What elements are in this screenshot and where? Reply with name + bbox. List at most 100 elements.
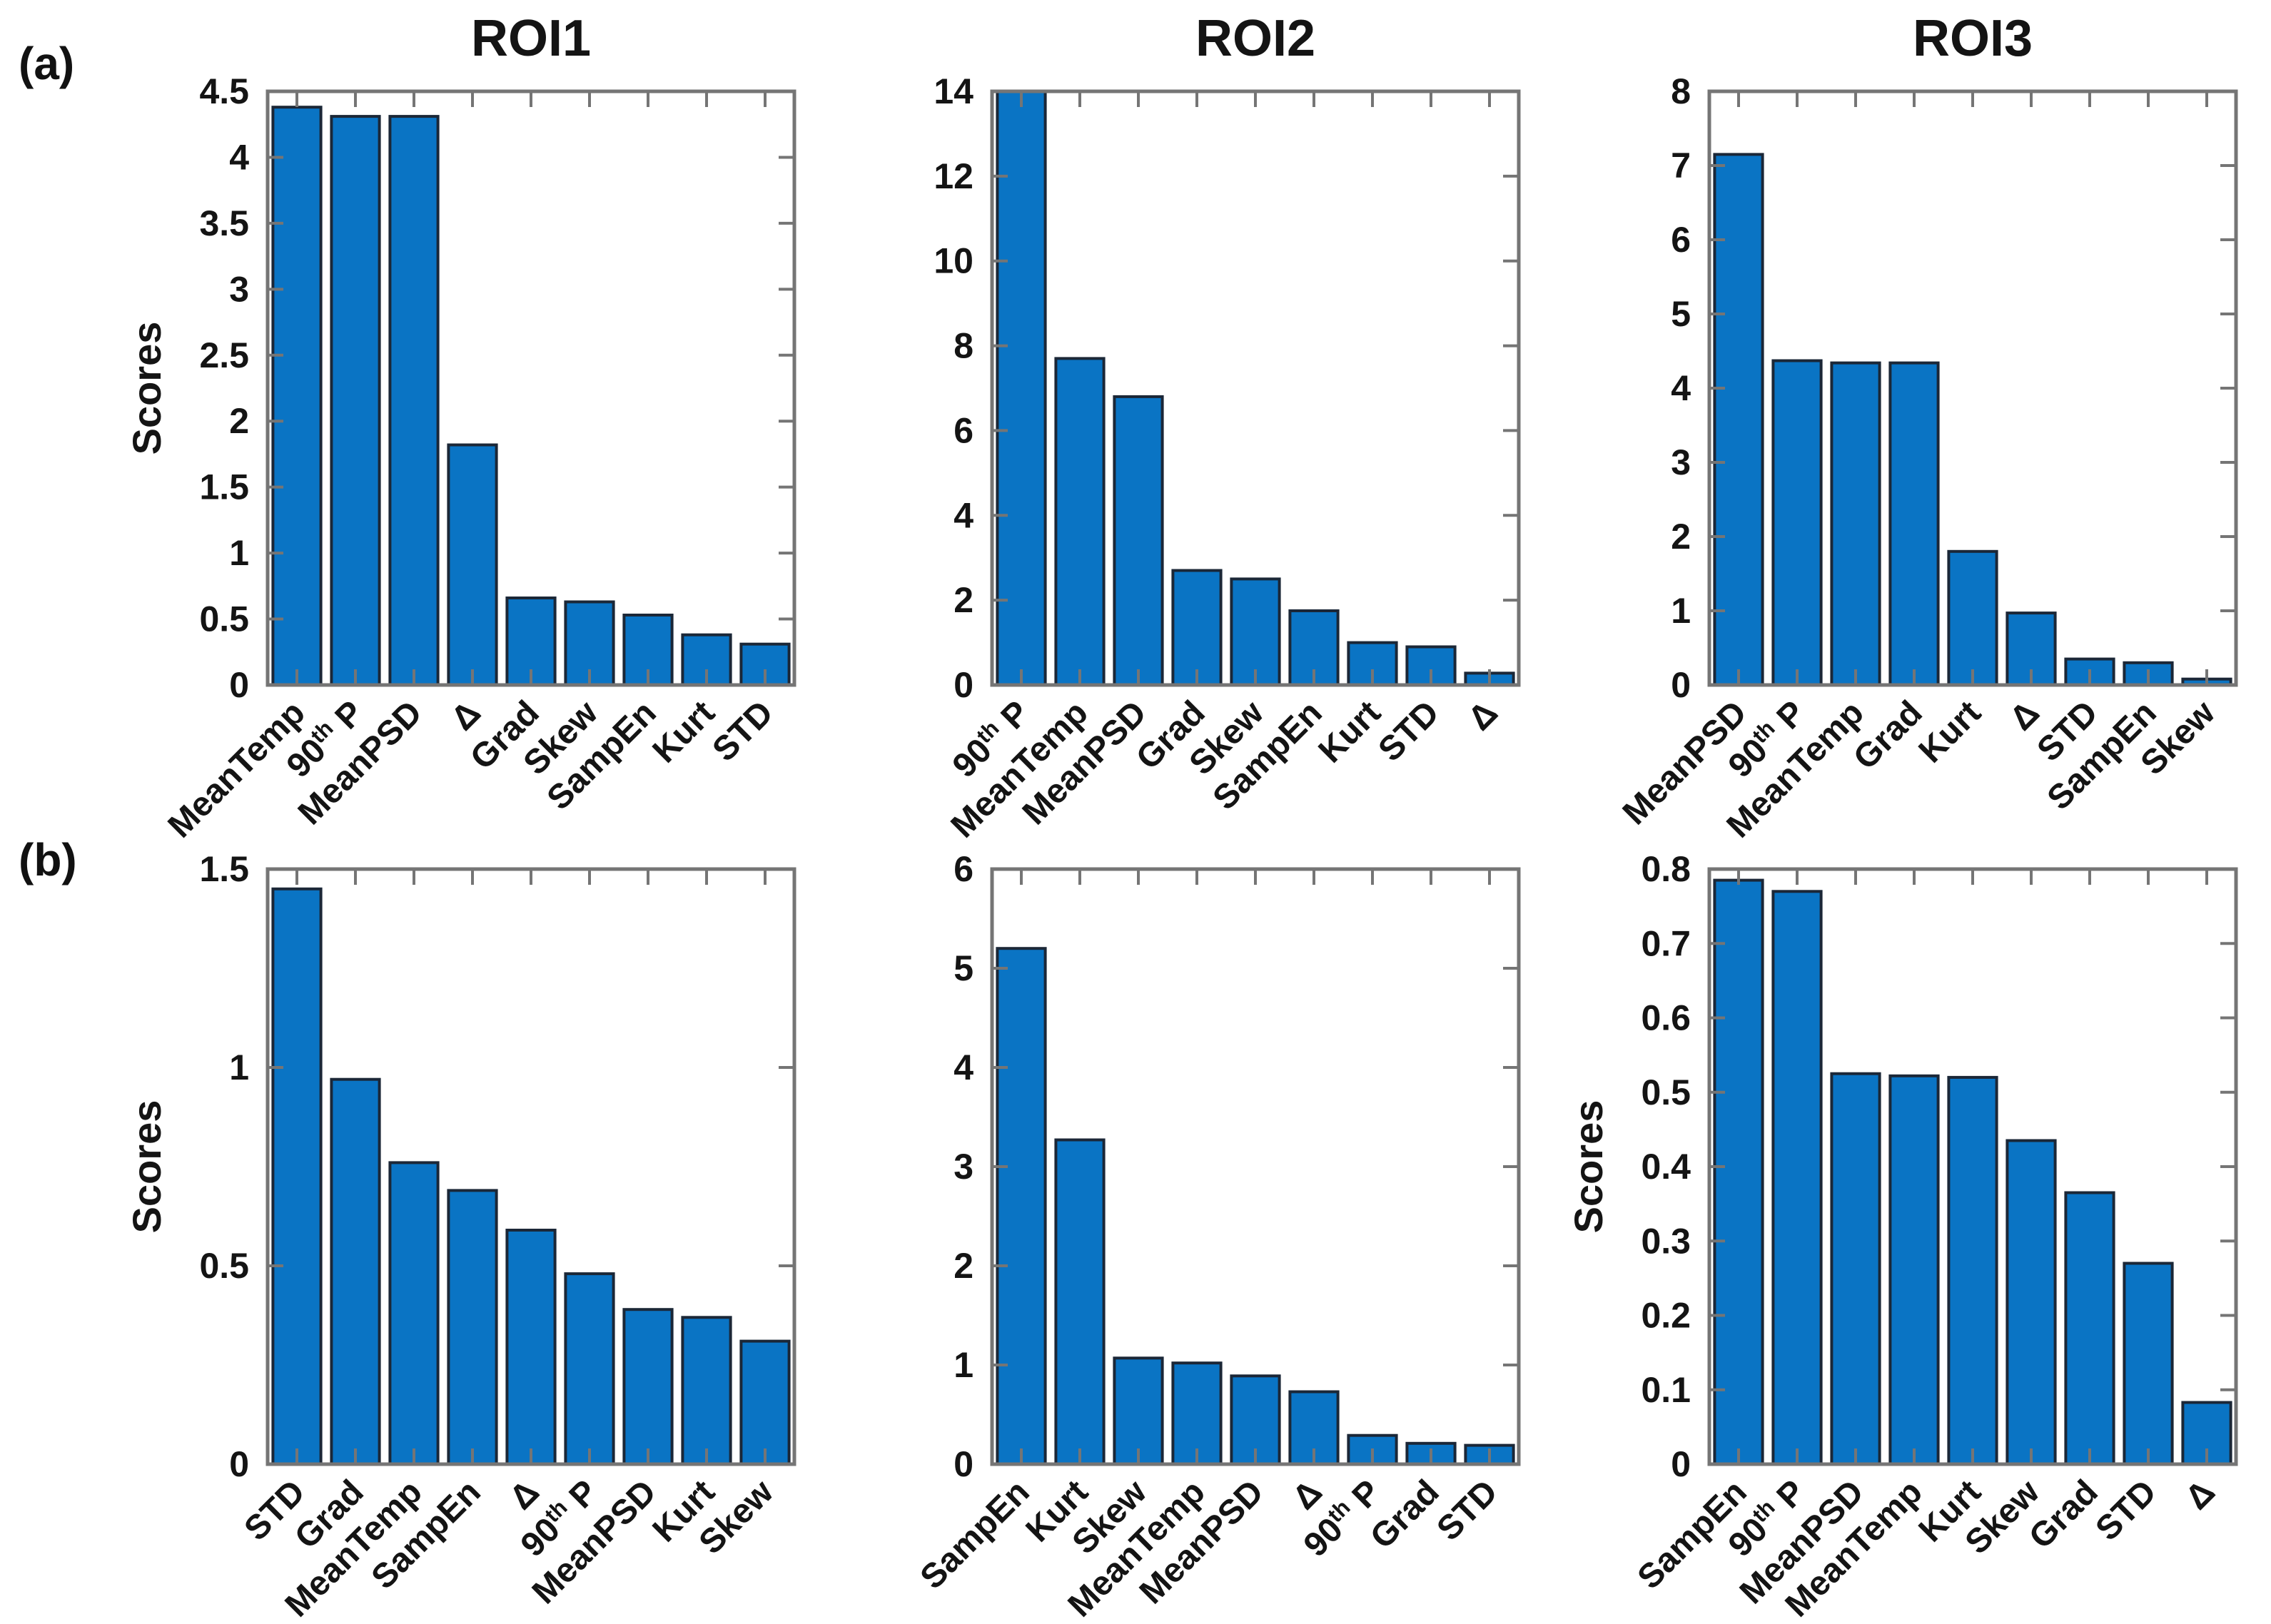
y-axis-label: Scores xyxy=(124,1100,169,1234)
bar-90th P xyxy=(996,90,1047,686)
bar-SampEn xyxy=(996,947,1047,1466)
chart-title: ROI3 xyxy=(1913,10,2033,67)
bar-90th P xyxy=(330,115,381,687)
x-category-label: SampEn xyxy=(914,1473,1037,1596)
bar-Skew xyxy=(739,1339,791,1466)
y-tick-label: 3 xyxy=(229,269,249,309)
y-tick-label: 0.2 xyxy=(1641,1296,1691,1336)
y-tick-label: 2 xyxy=(954,1246,973,1286)
bar-Grad xyxy=(1888,361,1940,686)
y-tick-label: 0.3 xyxy=(1641,1221,1691,1261)
y-tick-label: 8 xyxy=(1671,71,1691,111)
x-category-label: STD xyxy=(1371,694,1446,768)
bar-MeanPSD xyxy=(1113,395,1164,687)
y-tick-label: 0.5 xyxy=(199,599,249,639)
bar-STD xyxy=(271,887,323,1466)
bar-MeanPSD xyxy=(622,1308,674,1466)
y-tick-label: 0 xyxy=(954,665,973,705)
x-category-label: STD xyxy=(1430,1473,1504,1548)
y-tick-label: 3.5 xyxy=(199,203,249,243)
y-tick-label: 7 xyxy=(1671,146,1691,186)
y-tick-label: 0.5 xyxy=(199,1246,249,1286)
x-category-label: Grad xyxy=(1363,1473,1447,1556)
x-category-label: Kurt xyxy=(646,694,722,770)
y-tick-label: 6 xyxy=(954,849,973,889)
y-tick-label: 10 xyxy=(934,241,973,281)
axis-frame xyxy=(990,867,1521,1466)
bar-MeanPSD xyxy=(388,115,440,687)
bar-MeanPSD xyxy=(1713,153,1764,686)
bar-STD xyxy=(2123,1262,2174,1466)
bar-Grad xyxy=(2064,1191,2115,1466)
axis-frame xyxy=(1707,867,2238,1466)
y-axis-label: Scores xyxy=(1566,1100,1611,1234)
y-tick-label: 0 xyxy=(229,665,249,705)
y-tick-label: 4 xyxy=(954,1047,973,1087)
bar-Kurt xyxy=(681,1316,732,1466)
y-tick-label: 1 xyxy=(229,1047,249,1087)
axis-frame xyxy=(265,867,796,1466)
y-tick-label: 1 xyxy=(1671,591,1691,631)
bar-Skew xyxy=(1113,1356,1164,1466)
y-tick-label: 5 xyxy=(1671,294,1691,334)
bar-Δ xyxy=(447,443,498,686)
y-tick-label: 0 xyxy=(954,1444,973,1484)
bar-SampEn xyxy=(447,1189,498,1466)
panel-label-b: (b) xyxy=(19,834,77,885)
bar-90th P xyxy=(564,1272,615,1466)
panel-label-a: (a) xyxy=(19,38,75,89)
bar-MeanTemp xyxy=(1830,361,1881,686)
bar-Kurt xyxy=(1947,549,1998,686)
y-tick-label: 6 xyxy=(1671,220,1691,260)
y-tick-label: 0 xyxy=(1671,1444,1691,1484)
y-tick-label: 4 xyxy=(1671,368,1691,408)
axis-frame xyxy=(265,89,796,687)
bar-Skew xyxy=(1230,577,1281,687)
y-tick-label: 8 xyxy=(954,326,973,366)
chart-title: ROI2 xyxy=(1195,10,1315,67)
x-category-label: STD xyxy=(2088,1473,2163,1548)
y-tick-label: 2.5 xyxy=(199,335,249,375)
y-tick-label: 2 xyxy=(229,401,249,441)
x-category-label: STD xyxy=(705,694,780,768)
y-tick-label: 3 xyxy=(1671,442,1691,482)
x-category-label: Kurt xyxy=(1312,694,1388,770)
y-tick-label: 0.7 xyxy=(1641,923,1691,963)
bar-Δ xyxy=(505,1229,557,1466)
bar-MeanTemp xyxy=(388,1161,440,1466)
y-tick-label: 0 xyxy=(229,1444,249,1484)
x-category-label: MeanTemp xyxy=(161,694,313,845)
x-category-label: Δ xyxy=(2178,1473,2222,1517)
y-tick-label: 4.5 xyxy=(199,71,249,111)
x-category-label: Δ xyxy=(1461,694,1505,738)
bar-Skew xyxy=(2006,1139,2057,1466)
y-tick-label: 6 xyxy=(954,410,973,450)
x-category-label: Kurt xyxy=(1912,694,1988,770)
chart-title: ROI1 xyxy=(471,10,591,67)
bar-Kurt xyxy=(1054,1138,1106,1466)
bar-MeanTemp xyxy=(271,106,323,686)
y-tick-label: 4 xyxy=(229,137,249,177)
y-tick-label: 4 xyxy=(954,495,973,535)
axis-frame xyxy=(990,89,1521,687)
bar-Kurt xyxy=(1947,1075,1998,1466)
y-tick-label: 0.4 xyxy=(1641,1147,1691,1187)
y-tick-label: 0.6 xyxy=(1641,998,1691,1038)
bar-MeanTemp xyxy=(1888,1074,1940,1466)
y-tick-label: 1 xyxy=(229,533,249,573)
y-tick-label: 2 xyxy=(1671,517,1691,557)
y-tick-label: 2 xyxy=(954,580,973,620)
y-tick-label: 5 xyxy=(954,948,973,988)
y-tick-label: 0.5 xyxy=(1641,1072,1691,1112)
y-tick-label: 1.5 xyxy=(199,849,249,889)
y-tick-label: 0 xyxy=(1671,665,1691,705)
axis-frame xyxy=(1707,89,2238,687)
x-category-label: Grad xyxy=(2022,1473,2105,1556)
y-axis-label: Scores xyxy=(124,322,169,455)
